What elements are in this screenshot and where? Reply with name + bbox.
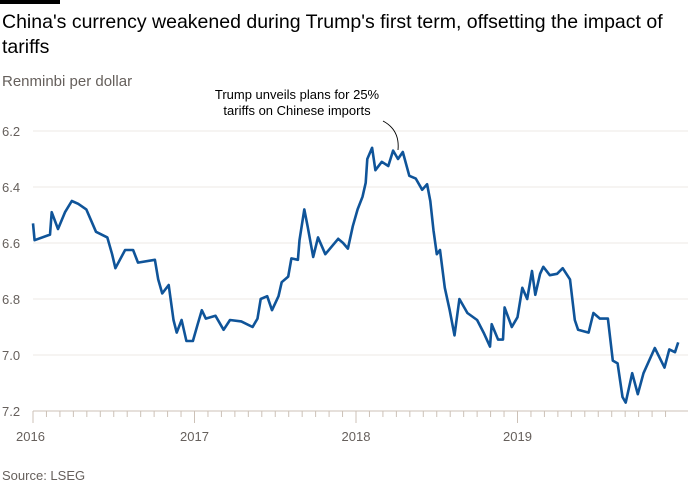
y-axis-label: Renminbi per dollar — [2, 73, 133, 90]
x-tick-label: 2018 — [342, 429, 371, 444]
series-line — [31, 146, 680, 404]
annotation-line-1: Trump unveils plans for 25% — [215, 87, 380, 102]
chart-title: China's currency weakened during Trump's… — [2, 11, 663, 58]
y-tick-label: 6.8 — [2, 292, 20, 307]
x-tick-label: 2016 — [16, 429, 45, 444]
x-tick-label: 2019 — [503, 429, 532, 444]
x-tick-label: 2017 — [180, 429, 209, 444]
annotation-line-2: tariffs on Chinese imports — [223, 103, 371, 118]
brand-bar — [0, 0, 60, 4]
y-tick-label: 7.2 — [2, 404, 20, 419]
y-tick-label: 7.0 — [2, 348, 20, 363]
source-note: Source: LSEG — [2, 468, 86, 483]
annotation-connector — [382, 120, 399, 151]
y-tick-label: 6.4 — [2, 180, 20, 195]
y-tick-label: 6.2 — [2, 124, 20, 139]
y-tick-label: 6.6 — [2, 236, 20, 251]
